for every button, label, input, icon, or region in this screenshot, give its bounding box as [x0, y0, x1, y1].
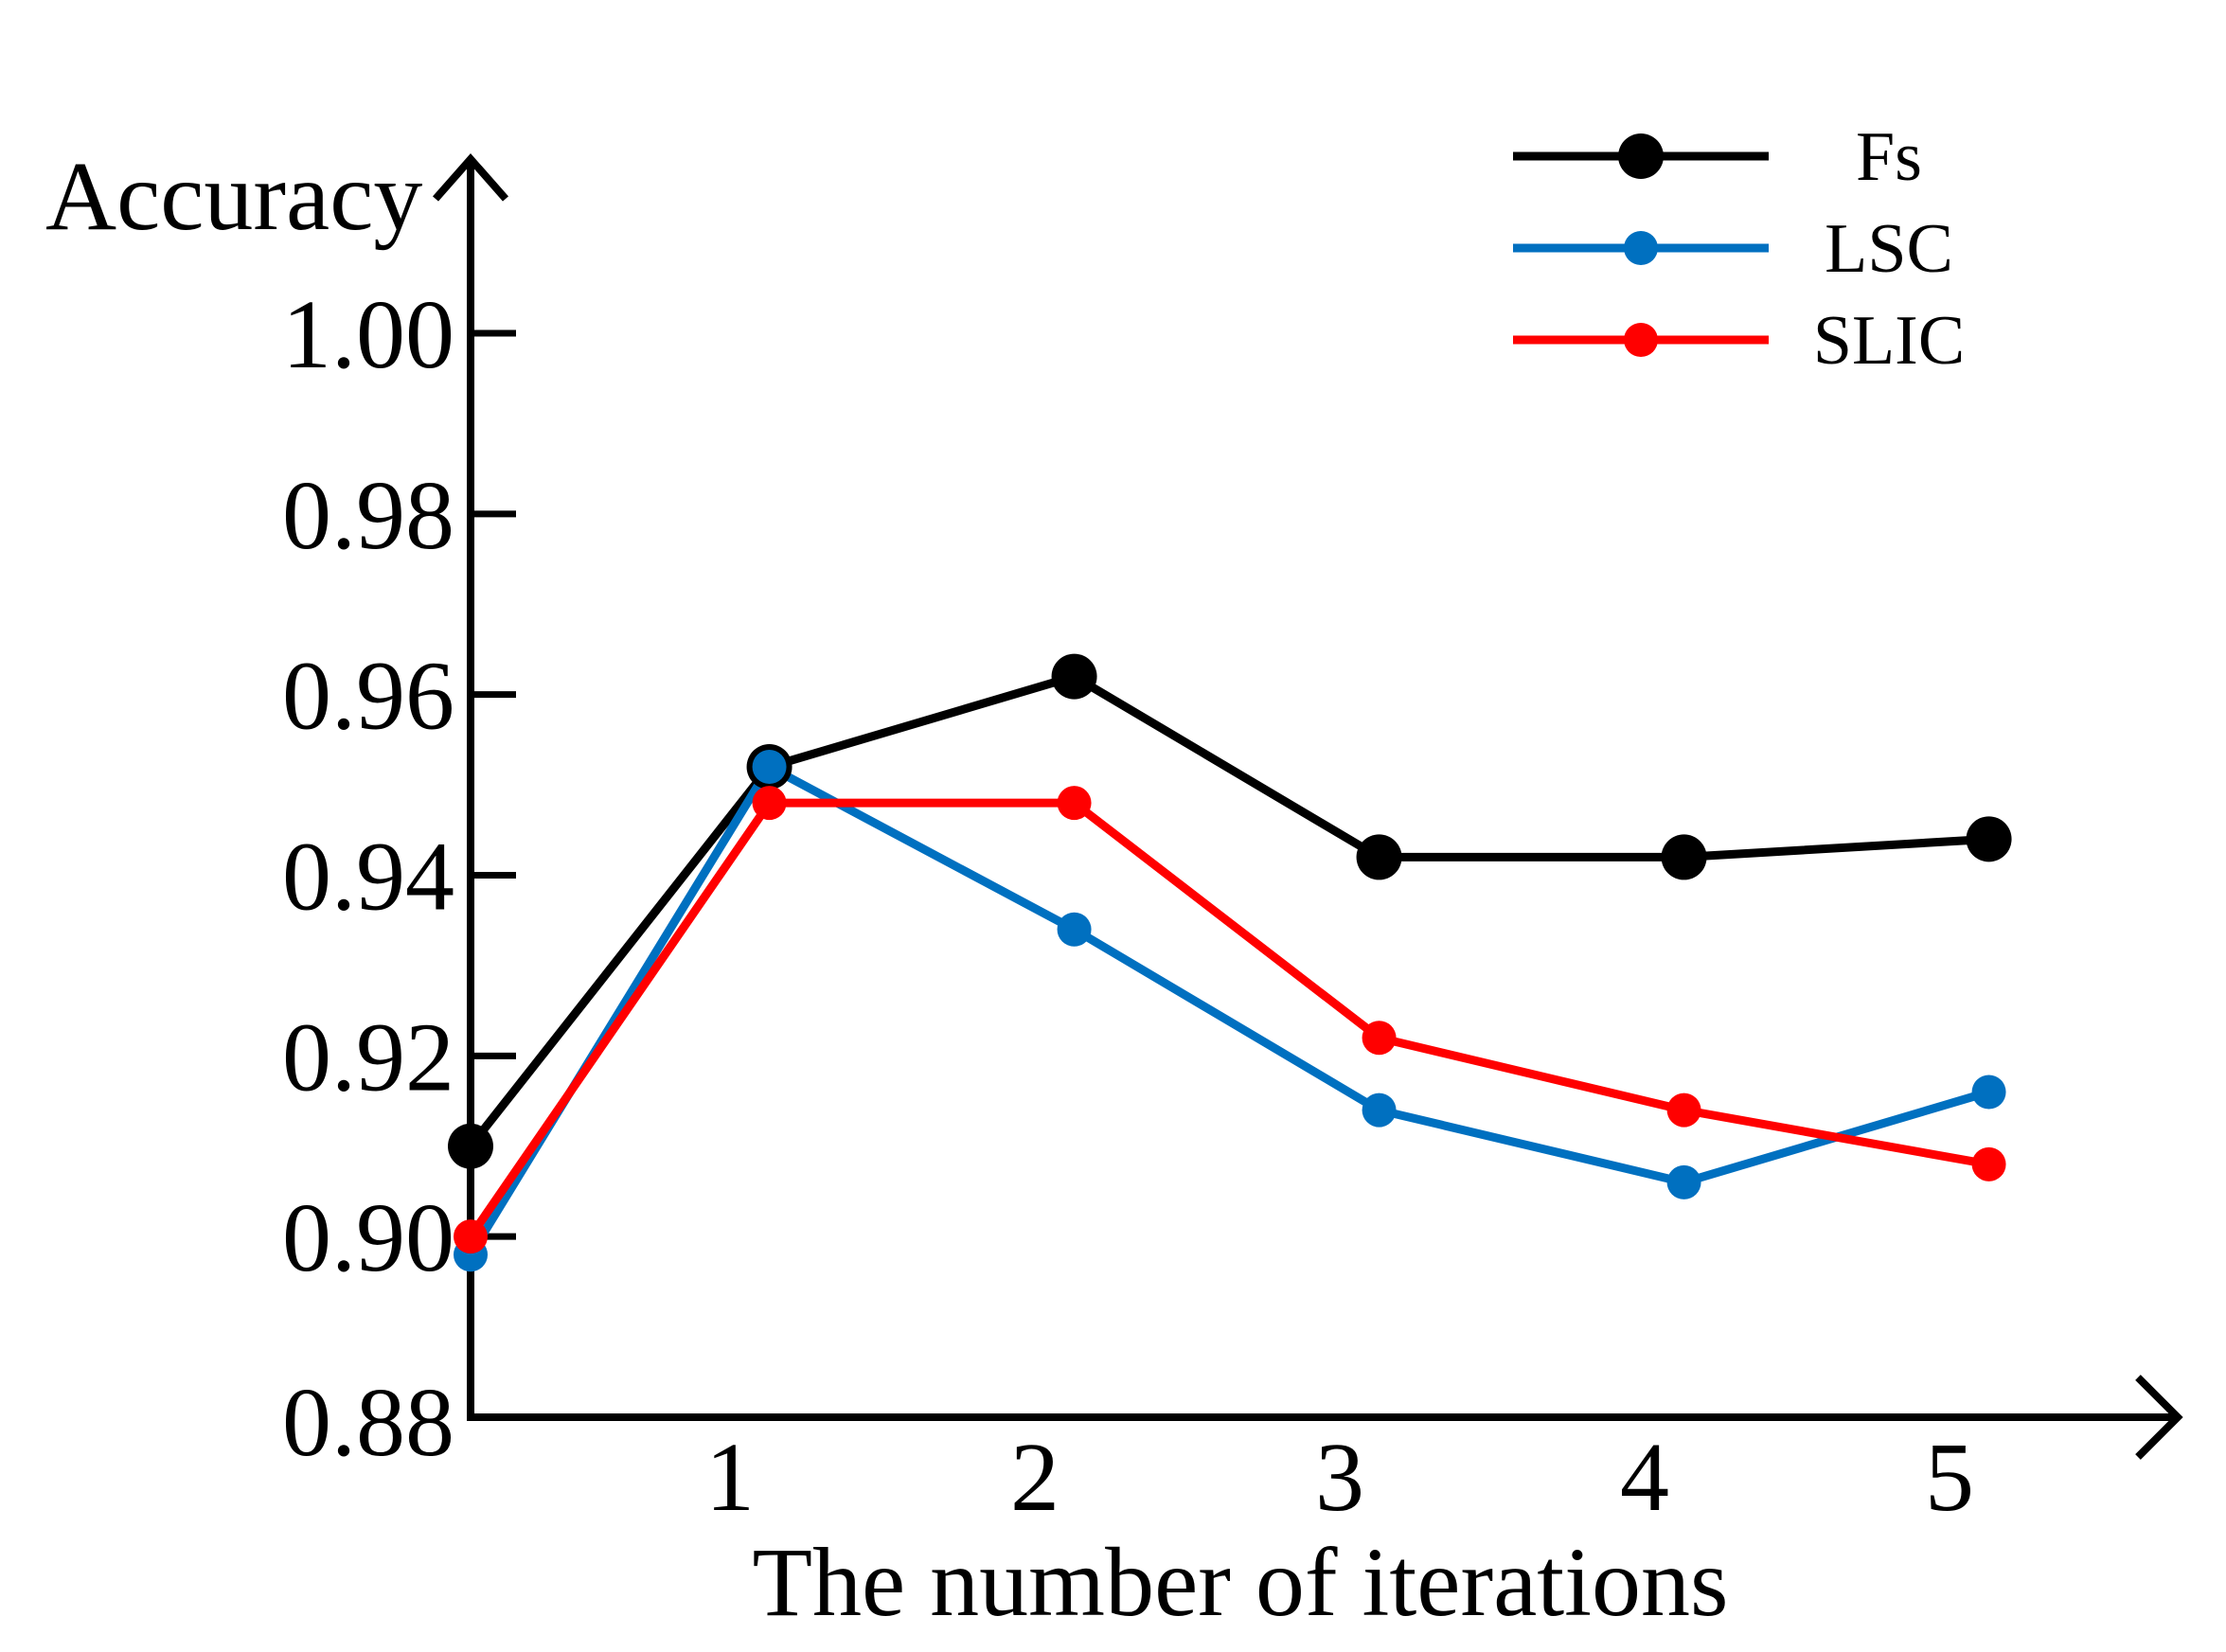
x-tick-label: 5	[1925, 1423, 1974, 1532]
legend-marker-lsc	[1624, 231, 1658, 265]
y-axis-title: Accuracy	[45, 142, 422, 251]
data-point-fs	[1966, 816, 2012, 862]
y-axis-arrow	[432, 152, 509, 202]
legend-marker-fs	[1618, 133, 1664, 179]
data-point-slic	[752, 786, 787, 821]
y-tick-label: 0.88	[282, 1368, 454, 1477]
x-tick-label: 4	[1620, 1423, 1669, 1532]
x-tick-label: 2	[1010, 1423, 1060, 1532]
y-tick-label: 1.00	[282, 280, 454, 389]
x-axis-arrow	[2135, 1375, 2183, 1460]
data-point-fs	[1661, 834, 1707, 880]
series-line-fs	[467, 672, 1989, 1149]
x-ticks: 1 2 3 4 5	[705, 1423, 1974, 1532]
data-point-slic	[1057, 786, 1092, 821]
data-point-slic	[1971, 1146, 2006, 1181]
x-tick-label: 1	[705, 1423, 755, 1532]
series-line-slic	[467, 798, 1990, 1239]
y-tick-label: 0.96	[282, 642, 454, 751]
axes	[432, 152, 2183, 1460]
legend-label-lsc: LSC	[1825, 210, 1953, 288]
data-point-fs	[1356, 834, 1402, 880]
series-line-lsc	[467, 762, 1990, 1257]
data-point-lsc	[752, 750, 787, 784]
x-tick-label: 3	[1315, 1423, 1364, 1532]
legend-label-fs: Fs	[1856, 118, 1922, 196]
data-point-slic	[454, 1219, 488, 1254]
y-tick-label: 0.94	[282, 823, 454, 932]
y-tick-label: 0.90	[282, 1183, 454, 1292]
data-point-lsc	[1362, 1092, 1397, 1128]
data-point-fs	[1051, 653, 1097, 700]
legend: Fs LSC SLIC	[1513, 118, 1965, 380]
legend-label-slic: SLIC	[1813, 302, 1965, 380]
legend-marker-slic	[1624, 323, 1658, 357]
data-point-slic	[1666, 1092, 1701, 1128]
data-point-lsc	[1666, 1164, 1701, 1199]
x-axis-title: The number of iterations	[752, 1528, 1728, 1637]
data-point-lsc	[1971, 1075, 2006, 1110]
data-point-fs	[448, 1123, 493, 1169]
y-tick-label: 0.92	[282, 1003, 454, 1111]
y-tick-label: 0.98	[282, 461, 454, 570]
data-point-lsc	[1057, 912, 1092, 947]
data-point-slic	[1362, 1021, 1397, 1056]
series-layer	[448, 653, 2012, 1272]
y-ticks: 0.88 0.90 0.92 0.94 0.96 0.98 1.00	[282, 280, 516, 1477]
